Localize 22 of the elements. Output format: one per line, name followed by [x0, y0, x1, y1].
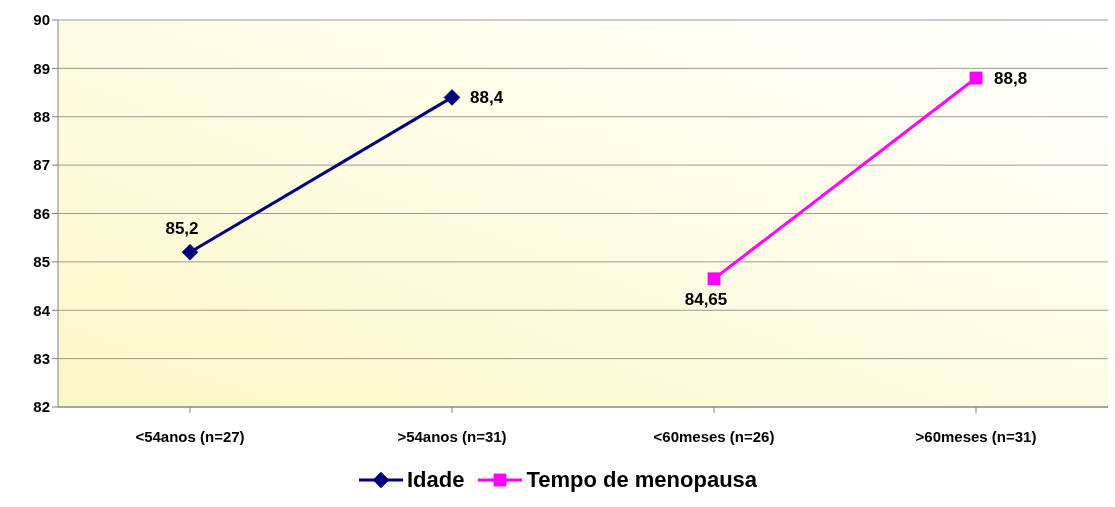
y-tick-label: 83 — [33, 349, 50, 367]
legend-label: Idade — [406, 467, 465, 493]
y-tick-label: 90 — [33, 11, 50, 29]
data-label: 88,4 — [470, 88, 504, 108]
x-tick-label: <54anos (n=27) — [135, 427, 245, 445]
point — [181, 243, 199, 261]
y-tick-label: 82 — [33, 398, 50, 416]
data-label: 84,65 — [684, 289, 728, 309]
point — [443, 89, 461, 106]
point — [707, 272, 721, 286]
y-tick-label: 87 — [33, 156, 50, 174]
y-tick-label: 88 — [33, 108, 50, 126]
y-tick-label: 85 — [33, 253, 50, 271]
x-tick-label: >54anos (n=31) — [397, 427, 507, 445]
y-tick-label: 86 — [33, 204, 50, 222]
legend-label: Tempo de menopausa — [526, 467, 758, 493]
y-tick-label: 84 — [33, 301, 51, 319]
data-label: 85,2 — [165, 219, 199, 239]
x-tick-label: <60meses (n=26) — [653, 427, 775, 445]
y-tick-label: 89 — [33, 59, 50, 77]
data-label: 88,8 — [994, 69, 1028, 89]
x-tick-label: >60meses (n=31) — [915, 427, 1037, 445]
